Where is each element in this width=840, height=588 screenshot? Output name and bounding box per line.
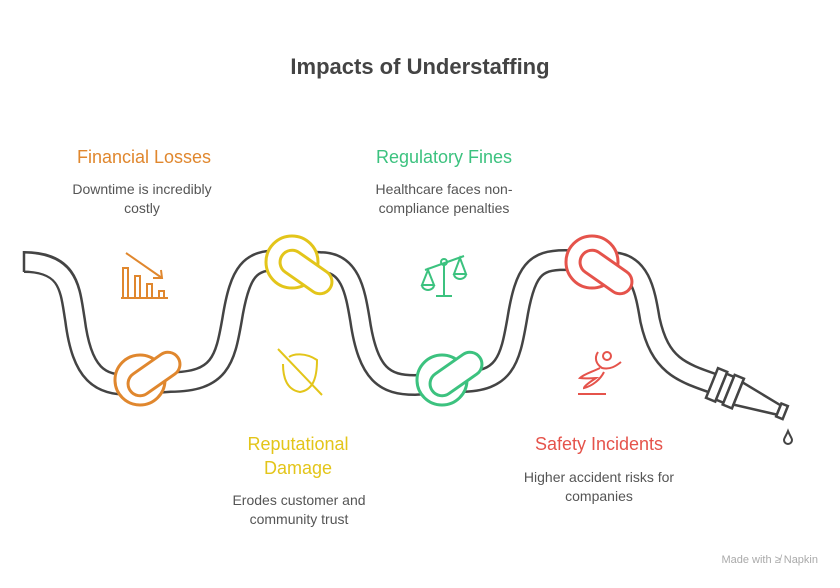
description-reputational-damage: Erodes customer and community trust	[232, 491, 365, 529]
knot-reputational	[264, 234, 334, 296]
description-line: costly	[124, 200, 160, 216]
heading-reputational-damage: Reputational Damage	[247, 432, 348, 480]
falling-person-icon	[577, 351, 622, 395]
description-financial-losses: Downtime is incredibly costly	[72, 180, 211, 218]
heading-financial-losses: Financial Losses	[76, 147, 212, 167]
knot-regulatory	[415, 350, 484, 407]
description-line: compliance penalties	[378, 200, 510, 216]
heading-regulatory-fines: Regulatory Fines	[375, 147, 513, 167]
heading-line: Damage	[263, 458, 333, 478]
description-line: companies	[565, 488, 633, 504]
description-safety-incidents: Higher accident risks for companies	[524, 468, 674, 506]
heading-line: Reputational	[247, 434, 349, 454]
description-regulatory-fines: Healthcare faces non- compliance penalti…	[376, 180, 513, 218]
description-line: community trust	[249, 511, 349, 527]
napkin-logo-icon: ≱	[774, 554, 781, 566]
footer-label: Made with	[721, 554, 772, 566]
footer-brand: Napkin	[783, 554, 818, 566]
shield-off-icon	[277, 348, 323, 396]
description-line: Higher accident risks for	[523, 469, 675, 485]
knot-financial	[113, 350, 182, 407]
hose	[21, 248, 719, 397]
description-line: Healthcare faces non-	[375, 181, 513, 197]
droplet-icon	[782, 428, 794, 445]
description-line: Erodes customer and	[232, 492, 366, 508]
made-with-napkin-badge[interactable]: Made with ≱ Napkin	[721, 554, 818, 566]
knot-safety	[564, 234, 634, 296]
declining-bar-chart-icon	[121, 252, 168, 299]
scales-icon	[420, 255, 468, 297]
heading-safety-incidents: Safety Incidents	[534, 434, 664, 454]
hose-nozzle	[704, 366, 790, 421]
description-line: Downtime is incredibly	[72, 181, 212, 197]
page-title: Impacts of Understaffing	[290, 54, 550, 79]
